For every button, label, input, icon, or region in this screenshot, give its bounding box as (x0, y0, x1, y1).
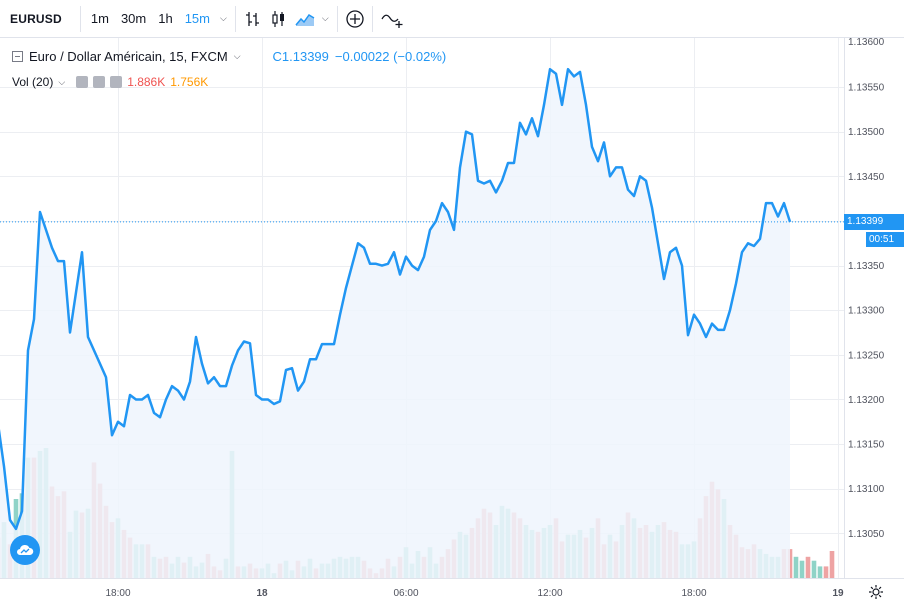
collapse-legend-icon[interactable] (12, 51, 23, 62)
volume-bar (823, 566, 829, 578)
price-tick-label: 1.13050 (848, 529, 885, 540)
interval-30m-button[interactable]: 30m (120, 11, 147, 26)
volume-bar (805, 556, 811, 578)
interval-dropdown-icon[interactable]: ⌵ (220, 13, 227, 23)
bars-style-icon[interactable] (240, 6, 266, 32)
time-tick-label: 18:00 (105, 588, 130, 599)
time-axis-labels: 18:00 18 06:00 12:00 18:00 19 (105, 588, 844, 599)
eye-icon[interactable] (76, 76, 89, 88)
interval-1h-button[interactable]: 1h (158, 11, 173, 26)
interval-1m-button[interactable]: 1m (90, 11, 109, 26)
price-tick-label: 1.13100 (848, 484, 885, 495)
settings-gear-icon[interactable] (868, 584, 884, 605)
compare-symbol-icon[interactable] (377, 6, 407, 32)
symbol-search[interactable]: EURUSD (10, 11, 62, 26)
time-tick-label: 12:00 (537, 588, 562, 599)
last-price-badge: 1.13399 (844, 214, 904, 230)
price-axis-labels: 1.13050 1.13100 1.13150 1.13200 1.13250 1.133… (848, 37, 885, 540)
volume-dropdown-icon[interactable]: ⌵ (58, 76, 66, 87)
time-tick-label: 18:00 (681, 588, 706, 599)
interval-15m-button[interactable]: 15m (184, 11, 210, 26)
toolbar-divider (336, 5, 338, 32)
time-tick-label: 19 (832, 588, 844, 599)
price-tick-label: 1.13450 (848, 172, 885, 183)
volume-bar (829, 551, 835, 578)
price-tick-label: 1.13150 (848, 440, 885, 451)
top-toolbar: EURUSD 1m 30m 1h 15m ⌵ ⌵ (0, 0, 904, 38)
legend-title: Euro / Dollar Américain, 15, FXCM (29, 49, 228, 64)
volume-value: 1.886K (127, 75, 166, 89)
legend-close-value: C1.13399 (272, 49, 329, 64)
volume-bar (799, 560, 805, 578)
time-tick-label: 06:00 (393, 588, 418, 599)
candles-style-icon[interactable] (266, 6, 292, 32)
volume-bar (793, 556, 799, 578)
cloud-save-icon[interactable] (10, 535, 40, 565)
volume-bar (817, 566, 823, 578)
price-tick-label: 1.13600 (848, 37, 885, 48)
price-tick-label: 1.13250 (848, 350, 885, 361)
add-indicator-icon[interactable] (342, 6, 368, 32)
toolbar-divider (79, 5, 81, 32)
close-icon[interactable] (110, 76, 123, 88)
price-tick-label: 1.13200 (848, 395, 885, 406)
gear-icon[interactable] (93, 76, 106, 88)
toolbar-divider (371, 5, 373, 32)
main-legend: Euro / Dollar Américain, 15, FXCM ⌵ C1.1… (12, 49, 446, 64)
volume-label: Vol (20) (12, 75, 54, 89)
time-tick-label: 18 (256, 588, 268, 599)
price-tick-label: 1.13500 (848, 127, 885, 138)
bar-countdown-badge: 00:51 (866, 232, 904, 247)
price-tick-label: 1.13350 (848, 261, 885, 272)
chart-style-dropdown-icon[interactable]: ⌵ (321, 13, 329, 23)
price-tick-label: 1.13550 (848, 83, 885, 94)
price-area-fill (0, 69, 790, 578)
legend-change-value: −0.00022 (−0.02%) (334, 49, 447, 64)
toolbar-divider (234, 5, 236, 32)
price-tick-label: 1.13300 (848, 306, 885, 317)
price-line (0, 67, 792, 531)
volume-bar (811, 560, 817, 578)
volume-legend: Vol (20) ⌵ 1.886K 1.756K (12, 75, 208, 89)
volume-ma-value: 1.756K (170, 75, 209, 89)
area-style-icon[interactable] (292, 6, 318, 32)
legend-dropdown-icon[interactable]: ⌵ (233, 51, 241, 61)
